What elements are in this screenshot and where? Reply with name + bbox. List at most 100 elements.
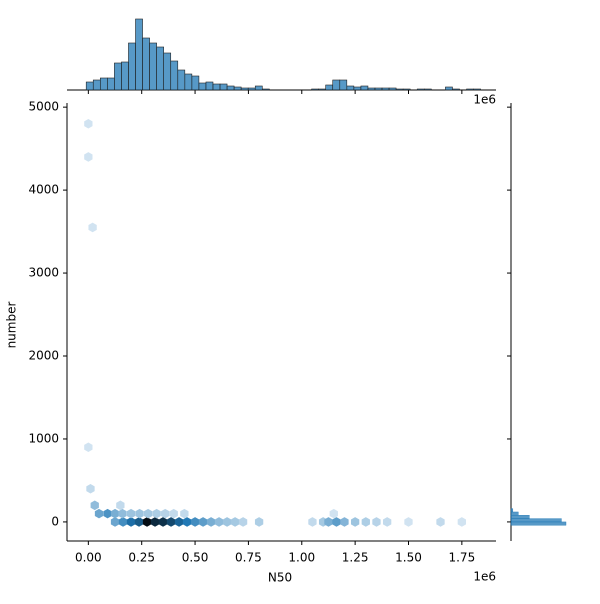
hexbin	[126, 517, 136, 527]
top-hist-bar	[114, 62, 122, 91]
x-axis-label: N50	[268, 571, 292, 585]
top-hist-bar	[346, 85, 355, 91]
x-tick-label: 0.75	[235, 551, 262, 565]
hexbin	[206, 517, 216, 527]
y-axis-label: number	[5, 302, 19, 349]
right-hist-bar	[510, 515, 530, 519]
top-hist-bar	[332, 79, 341, 91]
top-hist-bar	[233, 86, 242, 91]
top-hist-bar	[170, 60, 179, 91]
hexbin	[142, 517, 152, 527]
top-hist-bar	[247, 87, 256, 91]
hexbin	[166, 517, 176, 527]
hexbin	[116, 500, 125, 511]
y-tick-label: 4000	[28, 183, 59, 197]
hexbin	[84, 152, 93, 162]
hexbin	[94, 508, 104, 519]
hexbin	[214, 517, 224, 527]
hexbin	[143, 508, 153, 519]
top-hist-bar	[466, 88, 474, 91]
hexbin	[90, 500, 99, 511]
x-tick-label: 0.25	[128, 551, 155, 565]
right-hist-bar	[510, 521, 567, 526]
hexbin	[382, 517, 392, 527]
top-hist-bar	[156, 46, 164, 91]
hexbin	[436, 517, 445, 527]
hexbin	[169, 508, 178, 519]
top-offset-label: 1e6	[473, 93, 496, 107]
hexbin	[135, 508, 144, 519]
top-hist-bar	[473, 88, 481, 91]
hexbin	[180, 508, 189, 519]
top-hist-bar	[452, 88, 460, 91]
hexbin	[84, 118, 93, 129]
top-hist-bar	[395, 88, 404, 91]
top-hist-bar	[423, 88, 432, 91]
hexbin	[126, 508, 136, 519]
top-hist-bar	[445, 86, 453, 91]
top-hist-bar	[318, 88, 326, 91]
hexbin	[361, 517, 370, 527]
top-hist-bar	[416, 88, 425, 91]
top-hist-bar	[198, 82, 207, 91]
top-hist-bar	[177, 69, 186, 91]
hexbin	[198, 517, 208, 527]
hexbin	[88, 222, 97, 233]
hexbin	[308, 517, 317, 527]
top-hist-bar	[261, 88, 270, 91]
hexbin	[254, 517, 264, 527]
hexbin	[110, 517, 120, 527]
hexbin	[238, 517, 248, 527]
x-tick-label: 1.00	[288, 551, 315, 565]
top-hist-bar	[99, 77, 108, 91]
right-hist-bar	[510, 518, 562, 523]
hexbin	[86, 483, 95, 494]
top-hist-bar	[353, 86, 362, 91]
top-hist-bar	[128, 42, 136, 91]
hexbin	[110, 508, 120, 519]
hexbin	[152, 508, 161, 519]
top-hist-bar	[149, 42, 157, 91]
hexbin	[158, 517, 168, 527]
top-hist-bar	[205, 81, 214, 91]
top-hist-bar	[367, 87, 376, 91]
y-tick-label: 1000	[28, 431, 59, 445]
hexbin	[404, 517, 413, 527]
top-hist-bar	[163, 52, 172, 91]
hexbin	[174, 517, 184, 527]
y-tick-label: 3000	[28, 266, 59, 280]
top-hist-bar	[184, 73, 193, 91]
x-offset-label: 1e6	[473, 570, 496, 584]
top-hist-bar	[142, 37, 150, 91]
top-hist-bar	[240, 87, 249, 91]
top-hist-bar	[388, 87, 397, 91]
hexbin	[182, 517, 192, 527]
top-hist-bar	[311, 88, 319, 91]
hexbin	[190, 517, 200, 527]
y-tick-label: 2000	[28, 349, 59, 363]
top-hist-bar	[339, 79, 348, 91]
top-hist-bar	[191, 75, 200, 91]
top-hist-bar	[219, 83, 228, 91]
x-tick-label: 1.50	[395, 551, 422, 565]
top-hist-bar	[226, 85, 235, 91]
hexbin	[324, 517, 333, 527]
top-hist-bar	[85, 81, 94, 91]
y-tick-label: 5000	[28, 100, 59, 114]
top-hist-bar	[402, 88, 411, 91]
hexbin	[350, 517, 360, 527]
top-hist-bar	[121, 61, 129, 91]
hexbin	[230, 517, 240, 527]
top-hist-bar	[212, 83, 221, 91]
top-hist-bar	[107, 77, 115, 91]
hexbin	[103, 508, 112, 519]
top-hist-bar	[381, 87, 390, 91]
hexbin	[372, 517, 381, 527]
hexbin	[329, 508, 338, 519]
right-hist-bar	[510, 508, 514, 513]
hexbin	[84, 442, 93, 453]
hexbin	[118, 517, 128, 527]
hexbin	[161, 508, 170, 519]
top-hist-bar	[92, 79, 101, 91]
